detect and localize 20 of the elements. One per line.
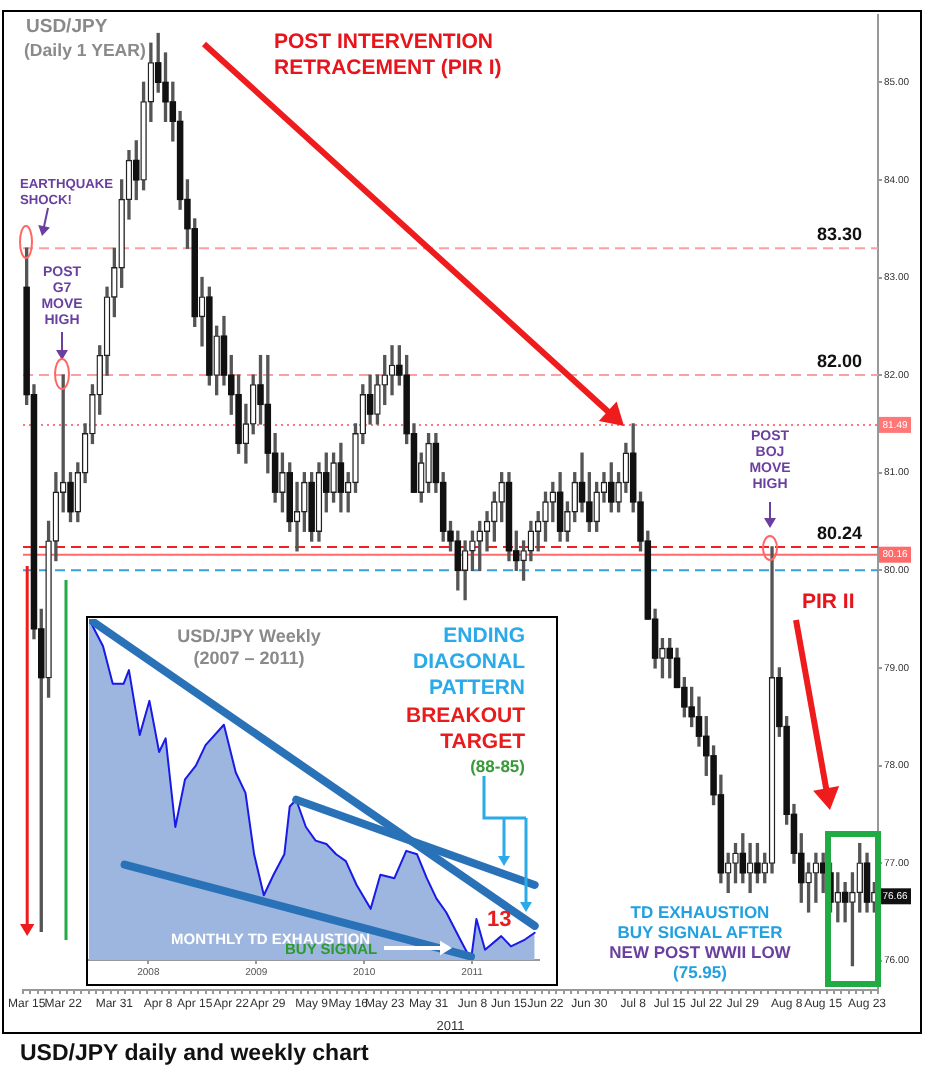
annotation: PIR II <box>802 590 855 614</box>
candlestick <box>197 275 205 346</box>
candlestick <box>292 480 300 551</box>
text: (Daily 1 YEAR) <box>24 40 146 60</box>
ref-line-label: 83.30 <box>815 223 861 244</box>
ref-line-label: 80.24 <box>815 521 861 542</box>
chart-title: USD/JPY Weekly <box>177 625 321 645</box>
annotation: (88-85) <box>470 755 525 775</box>
text: USD/JPY daily and weekly chart <box>20 1042 369 1066</box>
candlestick <box>460 539 468 600</box>
text: (2007 – 2011) <box>193 647 305 667</box>
annotation: BREAKOUT TARGET <box>406 703 525 753</box>
annotation: 13 <box>487 908 512 932</box>
chart-title: USD/JPY <box>26 16 108 38</box>
annotation: TD EXHAUSTION BUY SIGNAL AFTER NEW POST WWII LOW (75.95) <box>609 902 791 982</box>
annotation: ENDING DIAGONAL PATTERN <box>413 623 525 699</box>
annotation: POST INTERVENTION RETRACEMENT (PIR I) <box>274 30 502 80</box>
candlestick <box>745 841 753 893</box>
ref-line-label: 82.00 <box>815 350 861 371</box>
candlestick <box>314 461 322 541</box>
